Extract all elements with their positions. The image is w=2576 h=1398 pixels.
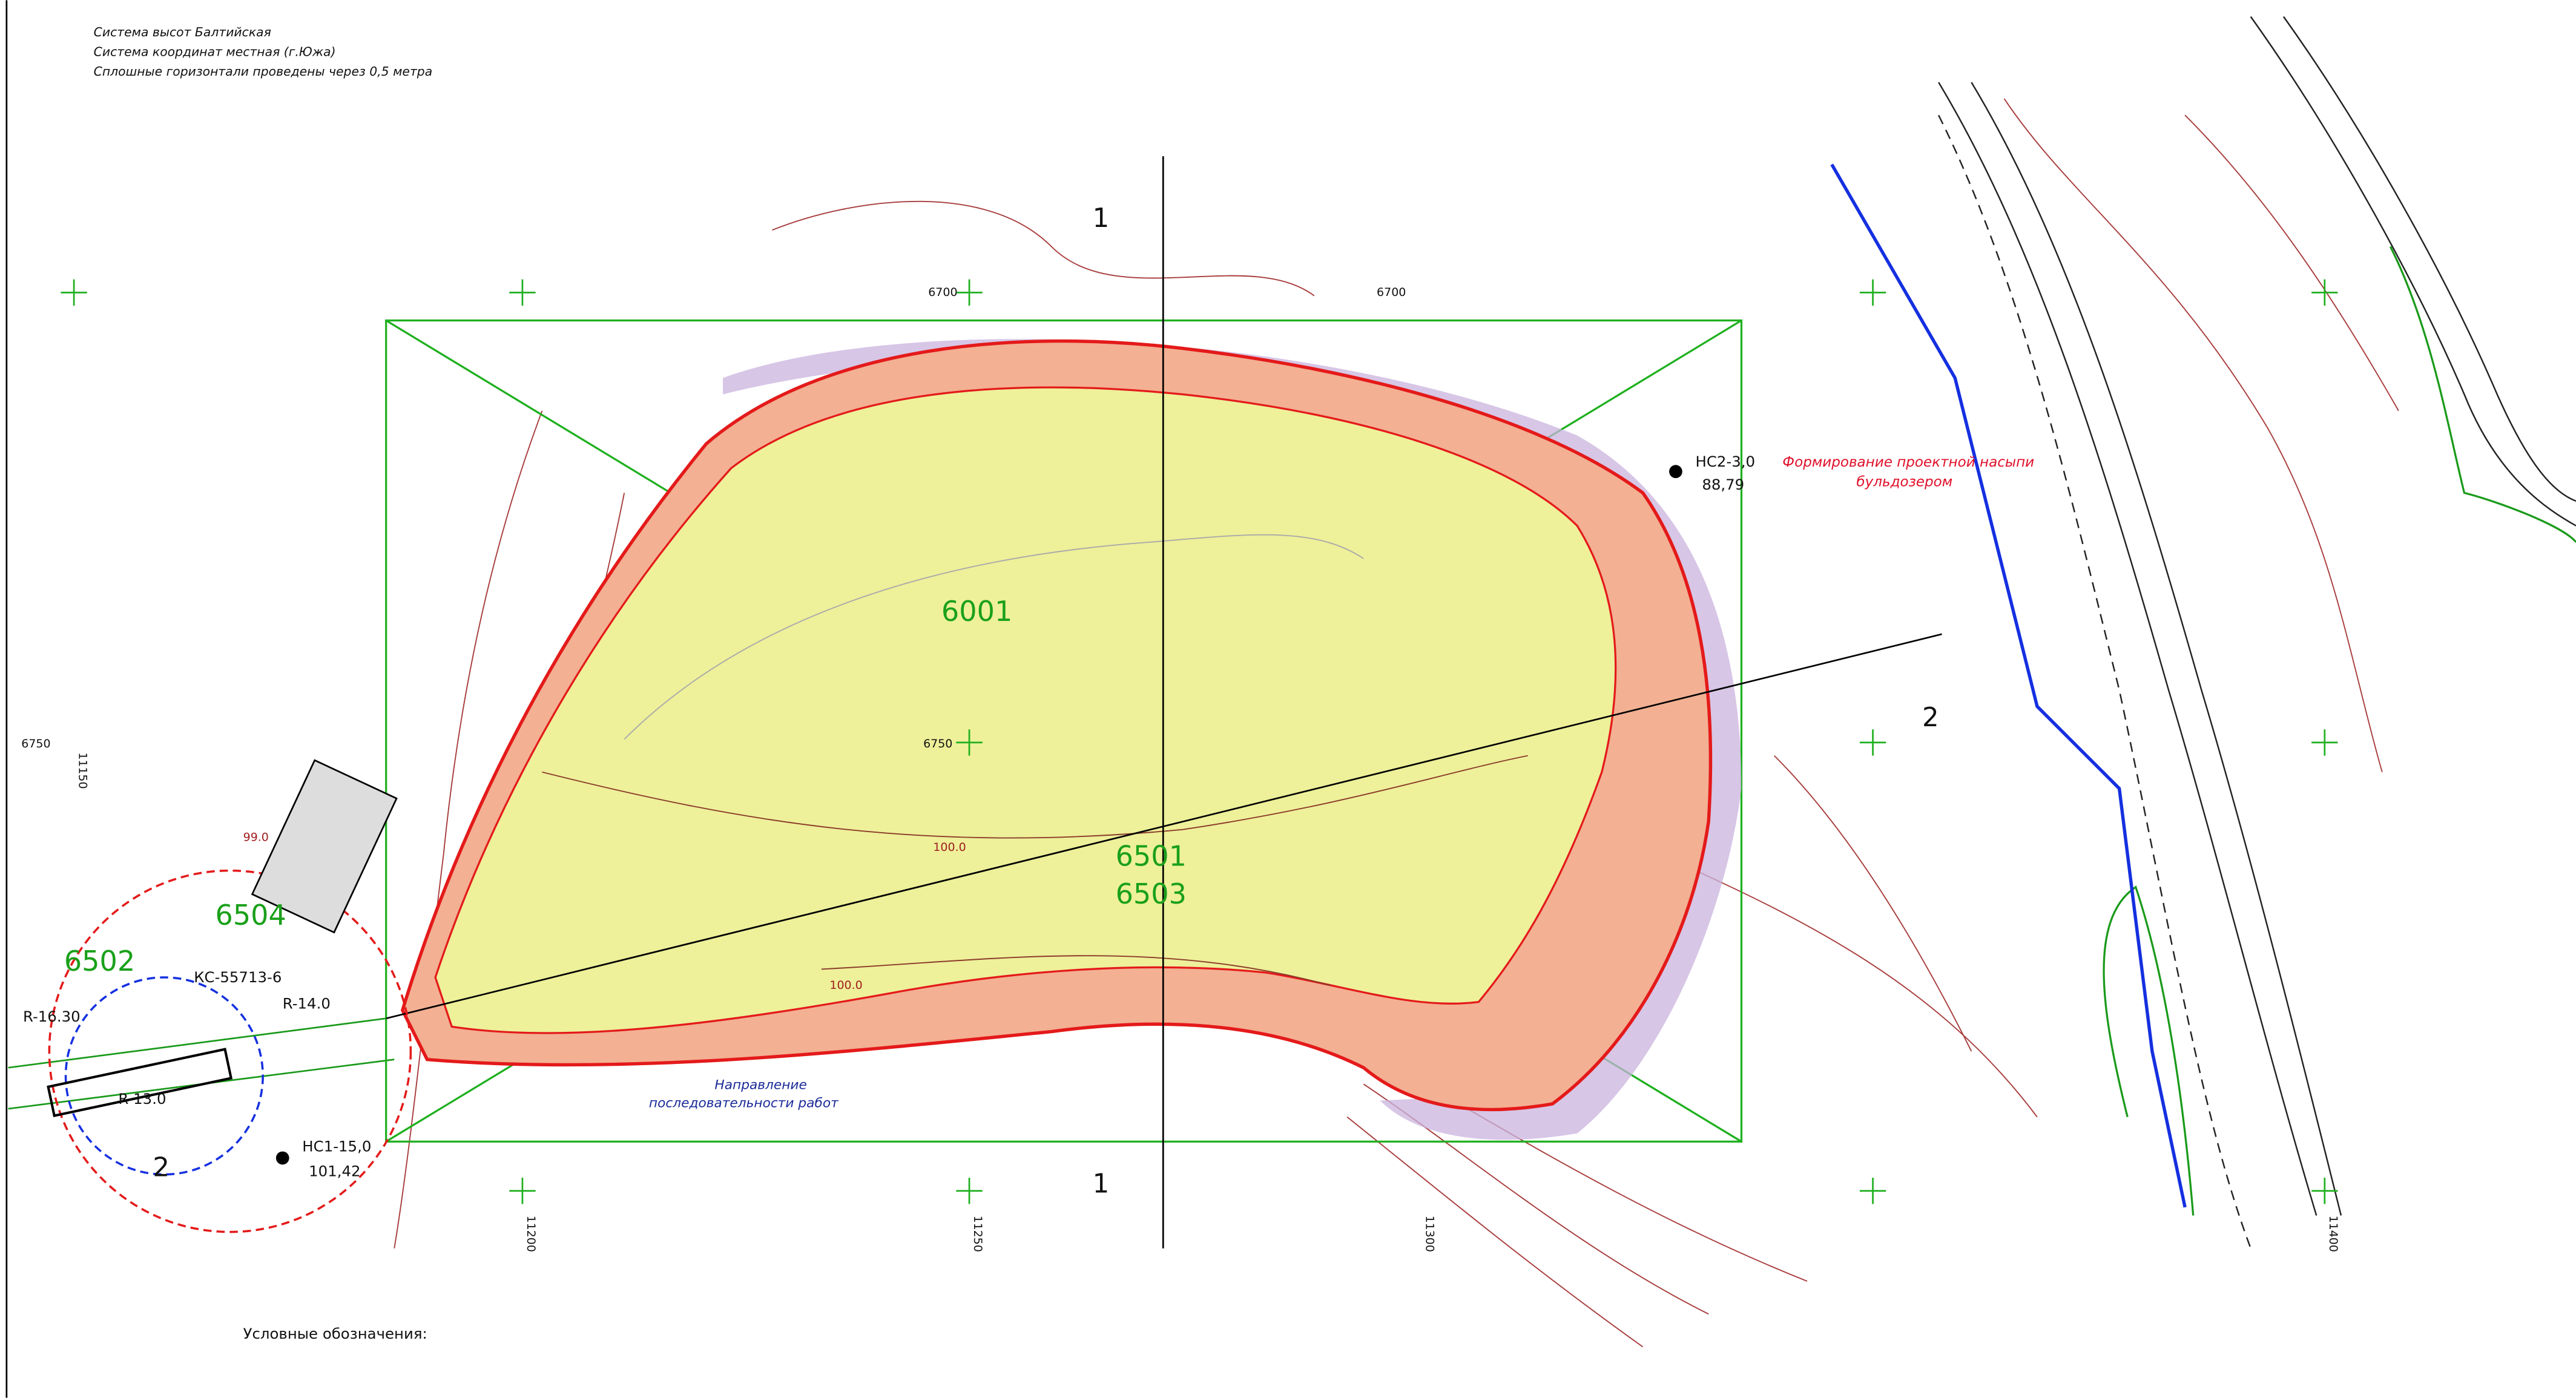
zone-label: 6504 — [215, 899, 286, 931]
note: Сплошные горизонтали проведены через 0,5… — [94, 64, 433, 79]
grid-label: 11200 — [524, 1215, 538, 1252]
crane-radius — [64, 976, 264, 1176]
crane — [47, 1048, 233, 1117]
cross — [61, 279, 2338, 1204]
slope-band — [723, 339, 1742, 1140]
contour — [2003, 98, 2383, 773]
green-line — [2389, 246, 2576, 543]
frame — [385, 319, 1743, 1143]
section-label: 1 — [1093, 203, 1110, 234]
section-line — [386, 633, 1942, 1020]
grid-crosses — [61, 279, 2338, 1204]
annotation: Направление — [714, 1077, 806, 1092]
grid-label: 6700 — [928, 286, 957, 299]
zone-label: 6502 — [64, 945, 135, 977]
section-label: 2 — [1922, 703, 1939, 733]
contour — [394, 410, 543, 1249]
annotation: последовательности работ — [649, 1095, 839, 1111]
benchmark — [275, 1151, 289, 1165]
contour — [821, 955, 1331, 986]
contour — [624, 534, 1364, 740]
note: Система высот Балтийская — [94, 25, 271, 39]
storage — [251, 759, 398, 934]
grid-label: 6750 — [923, 737, 952, 750]
grid-label: 6750 — [21, 737, 50, 750]
zone-label: 6001 — [941, 595, 1012, 628]
road — [1938, 16, 2576, 1249]
contour — [2184, 114, 2399, 412]
note: Система координат местная (г.Южа) — [94, 45, 336, 59]
road-edge — [2250, 16, 2576, 527]
zone-label: 6501 — [1116, 839, 1187, 872]
road-edge — [1938, 82, 2317, 1216]
contour-label: 100.0 — [829, 979, 862, 992]
contour — [1774, 755, 1972, 1052]
grid-label: 11400 — [2327, 1215, 2340, 1252]
section-label: 1 — [1093, 1169, 1110, 1199]
radius-label: R-14.0 — [283, 995, 331, 1012]
grid-label: 11250 — [971, 1215, 984, 1252]
grid-label: 6700 — [1377, 286, 1406, 299]
grid-label: 11150 — [76, 752, 89, 789]
legend-title: Условные обозначения: — [243, 1325, 427, 1342]
stream — [1830, 163, 2187, 1208]
green-line — [2103, 885, 2195, 1216]
point-elevation: 88,79 — [1702, 476, 1744, 493]
section-label: 2 — [153, 1152, 170, 1183]
road-axis — [1938, 114, 2252, 1249]
benchmark — [1669, 465, 1682, 479]
inner-contours — [542, 534, 1528, 986]
contours — [394, 98, 2399, 1348]
point-elevation: 101,42 — [309, 1162, 360, 1180]
point-label: НС2-3,0 — [1695, 453, 1755, 470]
annotation: Формирование проектной насыпи — [1782, 455, 2034, 470]
crane-label: КС-55713-6 — [194, 968, 282, 986]
contour-label: 99.0 — [243, 831, 269, 844]
grid-label: 11300 — [1423, 1215, 1436, 1252]
annotation: бульдозером — [1856, 474, 1952, 490]
contour — [1346, 1116, 1644, 1348]
road-edge — [1971, 82, 2342, 1216]
crane-radius — [48, 869, 412, 1233]
radius-label: R-16.30 — [23, 1008, 81, 1025]
point-label: НС1-15,0 — [302, 1138, 371, 1155]
contour — [772, 200, 1315, 297]
radius-label: R-13.0 — [118, 1090, 166, 1108]
road-edge — [2282, 16, 2576, 502]
contour — [542, 755, 1528, 839]
embankment-top — [434, 386, 1617, 1034]
contour-label: 100.0 — [933, 841, 966, 854]
zone-label: 6503 — [1116, 878, 1187, 910]
